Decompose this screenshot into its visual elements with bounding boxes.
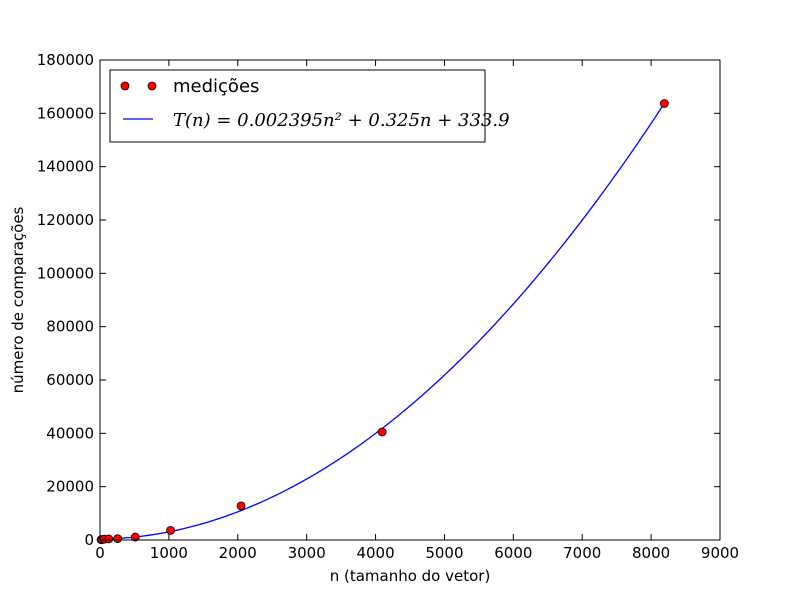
x-tick-label: 8000 [632,544,670,562]
legend-marker-b [147,81,157,91]
x-tick-label: 9000 [701,544,739,562]
data-point [236,501,246,511]
series-layer [96,99,669,545]
x-tick-label: 2000 [219,544,257,562]
x-tick-label: 5000 [425,544,463,562]
axes-frame [99,59,721,541]
data-point [377,427,387,437]
y-axis-label: número de comparações [9,206,27,393]
data-point [104,534,114,544]
x-tick-label: 7000 [563,544,601,562]
x-tick-label: 0 [95,544,105,562]
legend-label-measurements: medições [173,76,259,97]
data-point [659,99,669,108]
y-tick-label: 100000 [37,264,94,282]
x-tick-label: 1000 [150,544,188,562]
data-point [113,534,123,544]
y-tick-label: 40000 [46,424,94,442]
x-tick-label: 4000 [356,544,394,562]
data-point [166,526,175,535]
y-tick-label: 60000 [46,371,94,389]
x-axis-label: n (tamanho do vetor) [330,567,491,585]
data-point [130,532,140,542]
axes-layer: 0 1000 2000 3000 4000 5000 6000 7000 8000 9000 0 20… [37,51,739,562]
x-tick-label: 6000 [494,544,532,562]
y-tick-label: 120000 [37,211,94,229]
y-tick-label: 20000 [46,478,94,496]
legend: medições T(n) = 0.002395n² + 0.325n + 33… [109,69,510,143]
y-tick-label: 140000 [37,158,94,176]
legend-marker-a [120,81,130,91]
y-tick-label: 180000 [37,51,94,69]
y-tick-label: 0 [84,531,94,549]
legend-box [109,69,486,143]
x-tick-label: 3000 [288,544,326,562]
y-tick-label: 160000 [37,104,94,122]
legend-label-fit: T(n) = 0.002395n² + 0.325n + 333.9 [173,110,510,131]
y-tick-label: 80000 [46,318,94,336]
